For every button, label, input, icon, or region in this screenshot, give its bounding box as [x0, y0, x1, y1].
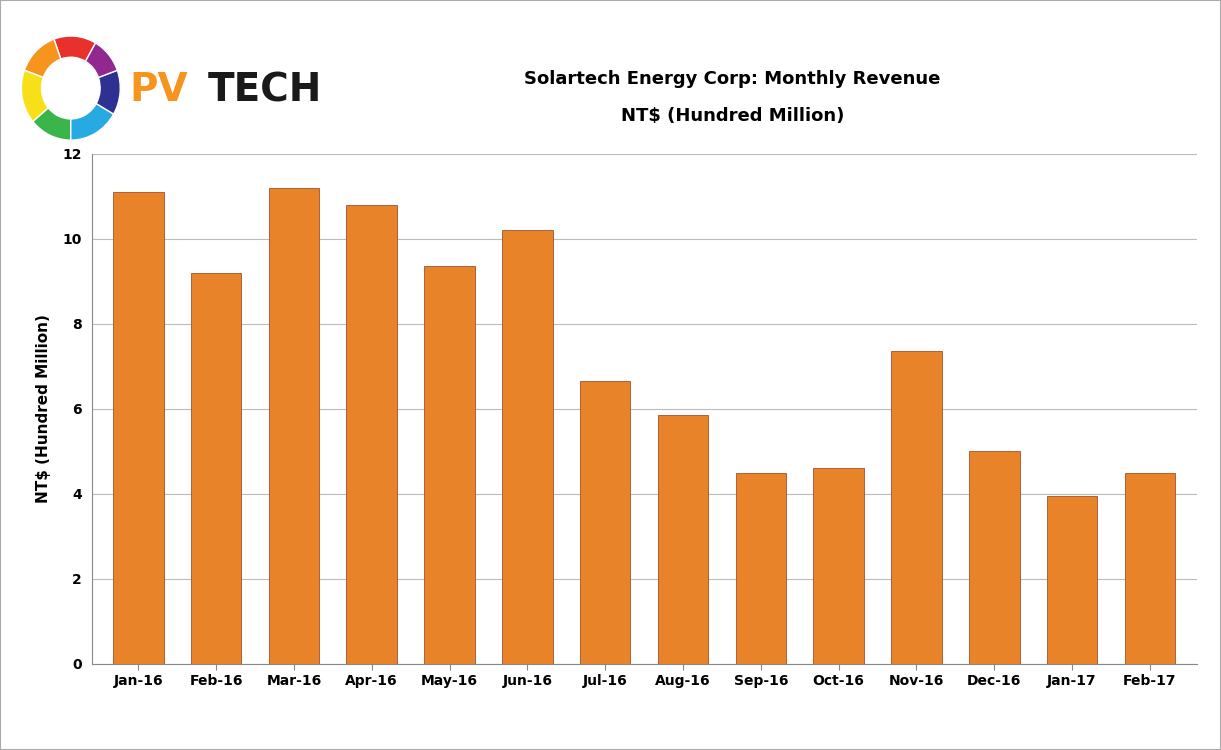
Y-axis label: NT$ (Hundred Million): NT$ (Hundred Million)	[37, 314, 51, 503]
Wedge shape	[24, 39, 61, 77]
Text: Solartech Energy Corp: Monthly Revenue: Solartech Energy Corp: Monthly Revenue	[524, 70, 941, 88]
Text: NT$ (Hundred Million): NT$ (Hundred Million)	[621, 107, 844, 125]
Bar	[190, 273, 242, 664]
Wedge shape	[33, 108, 71, 140]
Wedge shape	[85, 43, 117, 77]
Wedge shape	[54, 36, 95, 62]
Text: TECH: TECH	[208, 71, 322, 109]
Wedge shape	[96, 70, 120, 114]
Bar	[502, 230, 553, 664]
Bar	[347, 205, 397, 664]
Bar	[813, 468, 864, 664]
Bar	[969, 452, 1020, 664]
Text: PV: PV	[129, 71, 188, 109]
Bar	[658, 416, 708, 664]
Bar	[1125, 472, 1175, 664]
Bar	[1046, 496, 1098, 664]
Bar	[424, 266, 475, 664]
Bar	[891, 351, 941, 664]
Bar	[580, 381, 630, 664]
Wedge shape	[22, 70, 49, 122]
Bar	[735, 472, 786, 664]
Bar	[269, 188, 319, 664]
Wedge shape	[71, 104, 114, 140]
Bar	[114, 192, 164, 664]
